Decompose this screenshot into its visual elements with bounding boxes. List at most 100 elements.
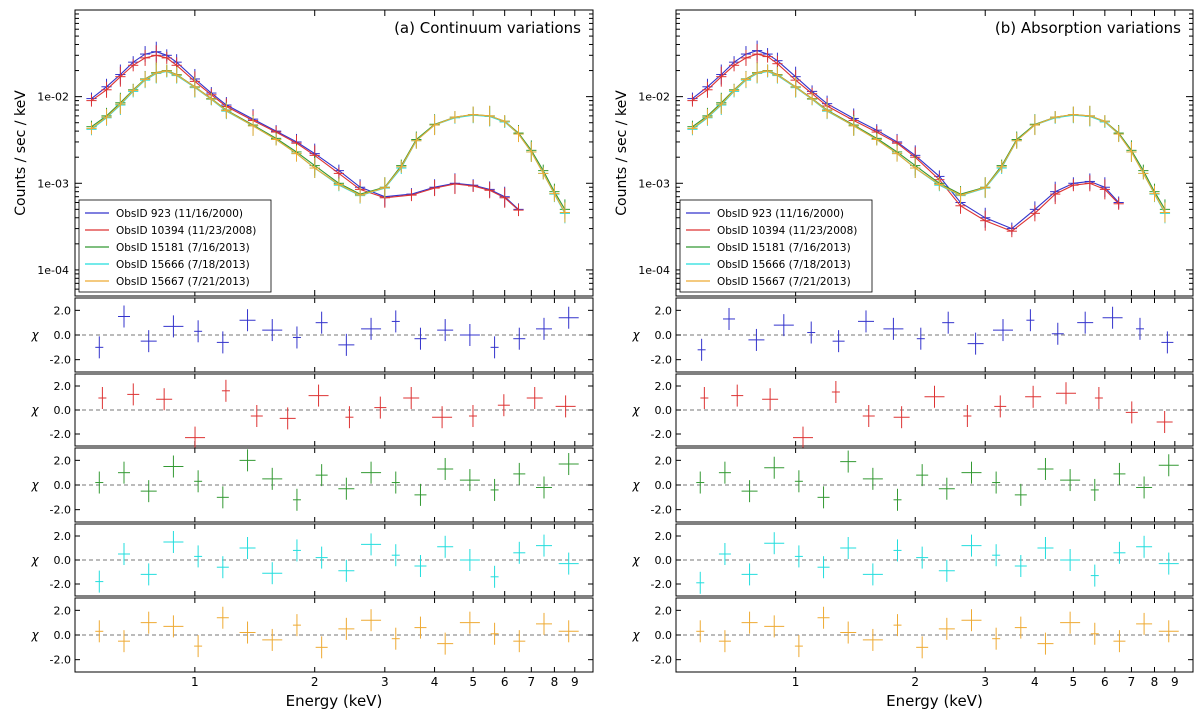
residual-y-label: χ: [30, 328, 39, 342]
residual-tick-label: 2.0: [655, 454, 673, 467]
residual-tick-label: 2.0: [655, 380, 673, 393]
residual-panel-3: 2.0 0.0 -2.0 χ: [30, 523, 594, 597]
residual-tick-label: 2.0: [655, 304, 673, 317]
residual-panel-4: 2.0 0.0 -2.0 χ: [30, 597, 594, 673]
residual-tick-label: -2.0: [50, 354, 71, 367]
y-tick-label: 1e-03: [37, 177, 69, 190]
residual-panel-0: 2.0 0.0 -2.0 χ: [631, 297, 1194, 373]
residual-tick-label: 0.0: [655, 629, 673, 642]
residual-tick-label: 0.0: [655, 329, 673, 342]
x-tick-label: 3: [981, 675, 989, 689]
x-tick-label: 4: [1031, 675, 1039, 689]
residual-tick-label: -2.0: [50, 504, 71, 517]
residual-tick-label: -2.0: [50, 654, 71, 667]
residual-tick-label: -2.0: [651, 354, 672, 367]
residual-tick-label: 2.0: [655, 530, 673, 543]
legend-entry: ObsID 10394 (11/23/2008): [717, 225, 857, 237]
residual-tick-label: 2.0: [54, 454, 72, 467]
residual-y-label: χ: [30, 403, 39, 417]
legend-entry: ObsID 15666 (7/18/2013): [116, 259, 250, 271]
residual-y-label: χ: [631, 628, 640, 642]
x-tick-label: 9: [1171, 675, 1179, 689]
residual-tick-label: -2.0: [651, 578, 672, 591]
residual-panel-0: 2.0 0.0 -2.0 χ: [30, 297, 594, 373]
y-tick-label: 1e-04: [638, 264, 670, 277]
legend-entry: ObsID 15181 (7/16/2013): [717, 242, 851, 254]
legend-entry: ObsID 10394 (11/23/2008): [116, 225, 256, 237]
residual-tick-label: 2.0: [54, 380, 72, 393]
y-tick-label: 1e-03: [638, 177, 670, 190]
legend-entry: ObsID 15666 (7/18/2013): [717, 259, 851, 271]
residual-tick-label: 0.0: [655, 404, 673, 417]
legend-frame: [78, 199, 272, 293]
residual-tick-label: 0.0: [54, 554, 72, 567]
x-tick-label: 5: [1070, 675, 1078, 689]
legend-entry: ObsID 15181 (7/16/2013): [116, 242, 250, 254]
x-tick-label: 6: [501, 675, 509, 689]
residual-tick-label: 2.0: [54, 304, 72, 317]
residual-tick-label: -2.0: [651, 654, 672, 667]
legend: ObsID 923 (11/16/2000) ObsID 10394 (11/23…: [679, 199, 873, 293]
residual-tick-label: 0.0: [655, 554, 673, 567]
residual-tick-label: 2.0: [655, 604, 673, 617]
residual-tick-label: 0.0: [54, 329, 72, 342]
x-tick-label: 1: [792, 675, 800, 689]
model-line-3: [692, 70, 1166, 214]
residual-panel-2: 2.0 0.0 -2.0 χ: [30, 447, 594, 523]
legend-entry: ObsID 15667 (7/21/2013): [116, 276, 250, 288]
residual-panel-1: 2.0 0.0 -2.0 χ: [30, 373, 594, 449]
residual-y-label: χ: [631, 403, 640, 417]
model-line-4: [91, 70, 566, 213]
y-tick-label: 1e-04: [37, 264, 69, 277]
residual-panel-3: 2.0 0.0 -2.0 χ: [631, 523, 1194, 597]
residual-y-label: χ: [30, 628, 39, 642]
x-tick-label: 4: [431, 675, 439, 689]
spectrum-plot-area: [687, 40, 1171, 238]
legend-entry: ObsID 923 (11/16/2000): [717, 208, 844, 220]
x-axis-label: Energy (keV): [286, 692, 383, 710]
x-tick-label: 7: [528, 675, 536, 689]
residual-y-label: χ: [30, 553, 39, 567]
residual-tick-label: -2.0: [50, 578, 71, 591]
model-line-2: [91, 70, 566, 210]
x-tick-label: 5: [469, 675, 477, 689]
residual-panel-4: 2.0 0.0 -2.0 χ: [631, 597, 1194, 673]
y-axis-label: Counts / sec / keV: [13, 90, 29, 216]
spectrum-plot-area: [86, 41, 571, 224]
x-tick-label: 7: [1128, 675, 1136, 689]
residual-tick-label: 0.0: [54, 404, 72, 417]
residual-tick-label: -2.0: [651, 428, 672, 441]
chart-panel-b: 1e-04 1e-03 1e-02 Counts / sec / keV (b) Abs…: [614, 9, 1194, 710]
x-tick-label: 6: [1101, 675, 1109, 689]
x-tick-label: 2: [911, 675, 919, 689]
x-tick-label: 1: [191, 675, 199, 689]
residual-y-label: χ: [631, 328, 640, 342]
model-line-4: [692, 70, 1166, 213]
spectrum-axes-frame: [74, 9, 594, 297]
y-axis-label: Counts / sec / keV: [614, 90, 630, 216]
x-tick-label: 9: [571, 675, 579, 689]
residual-tick-label: 0.0: [54, 629, 72, 642]
residual-tick-label: 2.0: [54, 530, 72, 543]
x-tick-label: 8: [1151, 675, 1159, 689]
residual-y-label: χ: [30, 478, 39, 492]
residual-tick-label: 0.0: [54, 479, 72, 492]
residual-panel-2: 2.0 0.0 -2.0 χ: [631, 447, 1194, 523]
legend: ObsID 923 (11/16/2000) ObsID 10394 (11/23…: [78, 199, 272, 293]
residual-y-label: χ: [631, 478, 640, 492]
panel-title: (b) Absorption variations: [995, 19, 1181, 37]
x-tick-label: 8: [551, 675, 559, 689]
y-tick-label: 1e-02: [638, 91, 670, 104]
x-tick-label: 2: [311, 675, 319, 689]
residual-panel-1: 2.0 0.0 -2.0 χ: [631, 373, 1194, 449]
residual-tick-label: 2.0: [54, 604, 72, 617]
legend-entry: ObsID 923 (11/16/2000): [116, 208, 243, 220]
x-tick-label: 3: [381, 675, 389, 689]
model-line-2: [692, 70, 1166, 210]
residual-tick-label: 0.0: [655, 479, 673, 492]
panel-title: (a) Continuum variations: [394, 19, 581, 37]
residual-y-label: χ: [631, 553, 640, 567]
legend-frame: [679, 199, 873, 293]
spectrum-axes-frame: [675, 9, 1194, 297]
